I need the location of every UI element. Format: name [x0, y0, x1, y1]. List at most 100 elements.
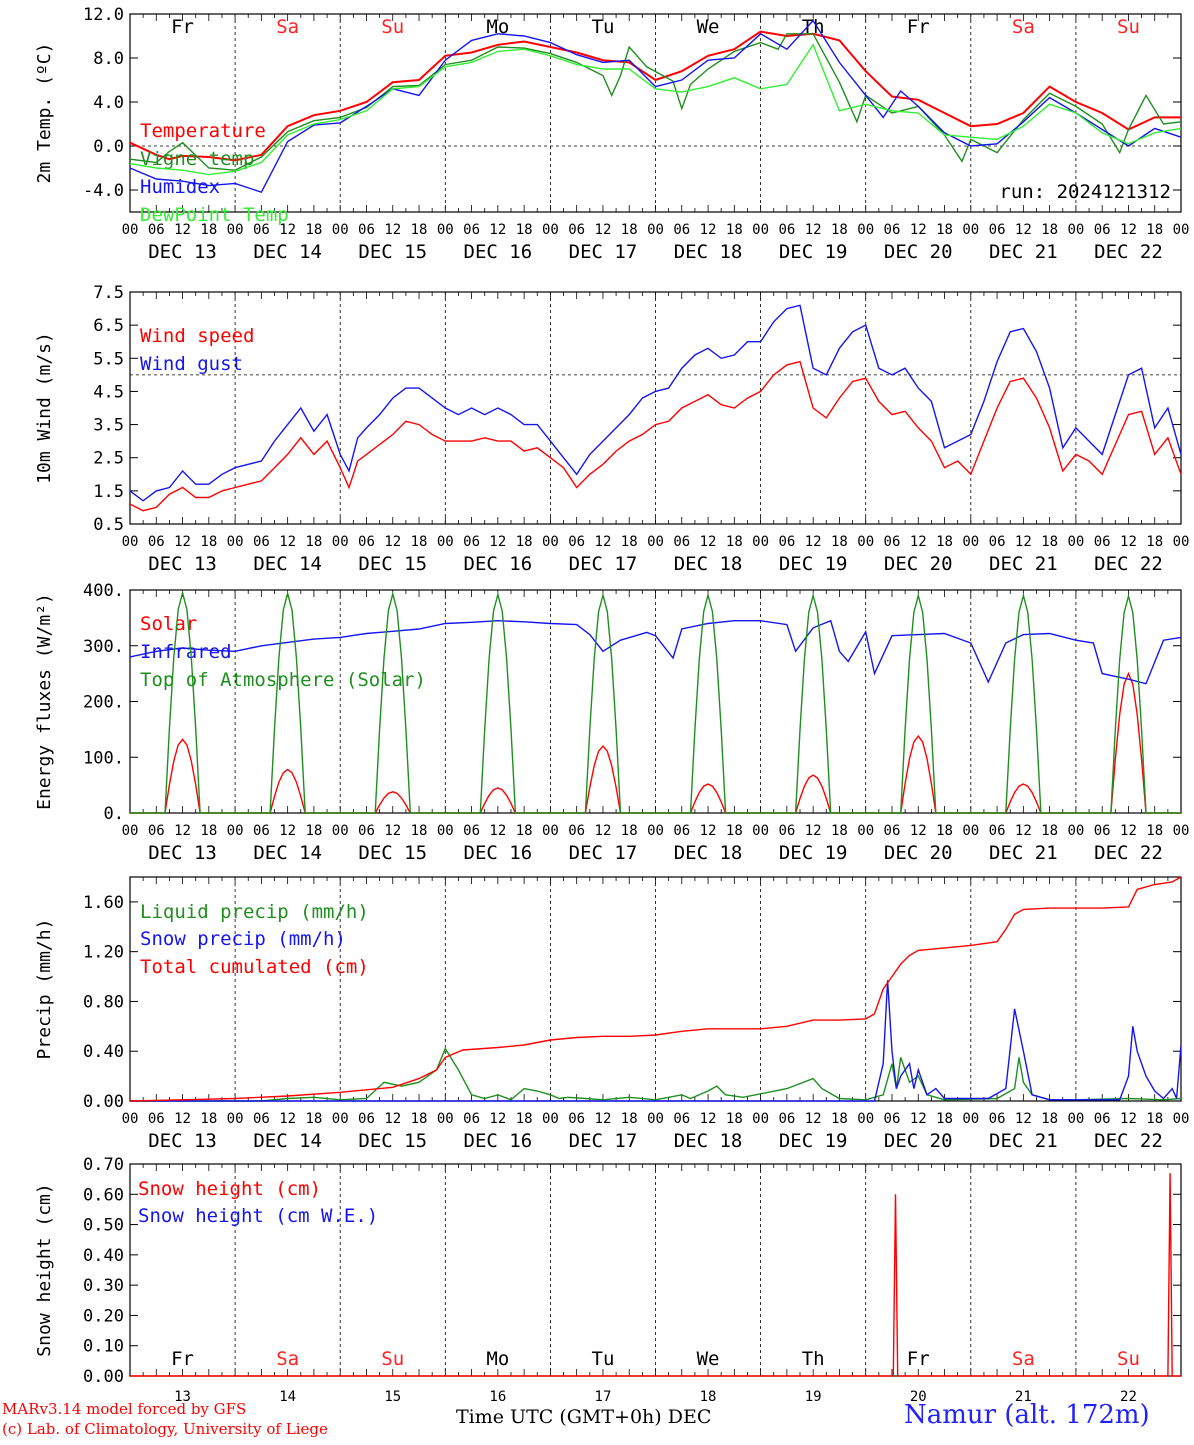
- hour-tick-label: 00: [122, 1111, 139, 1127]
- hour-tick-label: 12: [805, 1111, 822, 1127]
- hour-tick-label: 18: [411, 222, 428, 238]
- hour-tick-label: 00: [1173, 823, 1190, 839]
- hour-tick-label: 12: [384, 1111, 401, 1127]
- date-label: DEC 16: [464, 1130, 533, 1152]
- date-label: DEC 22: [1094, 842, 1163, 864]
- panel-1: 12.0 8.0 4.0 0.0 -4.0 2m Temp. (ºC) 00 06 12 18 DE…: [34, 5, 1189, 263]
- date-label: DEC 20: [884, 1130, 953, 1152]
- date-label: DEC 21: [989, 241, 1058, 263]
- hour-tick-label: 06: [358, 1111, 375, 1127]
- hour-tick-label: 00: [332, 534, 349, 550]
- y-tick-label: 5.5: [93, 349, 124, 369]
- series-line-3: [129, 19, 1182, 194]
- legend-entry: Liquid precip (mm/h): [140, 901, 369, 923]
- hour-tick-label: 18: [831, 823, 848, 839]
- series-line-1: [129, 360, 1182, 512]
- y-axis-label: Energy fluxes (W/m²): [34, 593, 55, 810]
- legend-entry: Vigne temp: [140, 148, 254, 170]
- hour-tick-label: 12: [279, 534, 296, 550]
- hour-tick-label: 06: [1094, 823, 1111, 839]
- weekday-label: Th: [802, 1348, 825, 1370]
- weekday-label: Mo: [486, 16, 509, 38]
- hour-tick-label: 18: [831, 1111, 848, 1127]
- date-label: DEC 18: [674, 553, 743, 575]
- hour-tick-label: 06: [673, 823, 690, 839]
- hour-tick-label: 06: [1094, 534, 1111, 550]
- hour-tick-label: 18: [516, 1111, 533, 1127]
- hour-tick-label: 00: [227, 222, 244, 238]
- hour-tick-label: 12: [489, 1111, 506, 1127]
- date-label: DEC 14: [253, 1130, 322, 1152]
- day-number-label: 14: [279, 1389, 296, 1405]
- day-number-label: 15: [384, 1389, 401, 1405]
- hour-tick-label: 12: [384, 222, 401, 238]
- y-tick-label: 0.80: [83, 992, 124, 1012]
- hour-tick-label: 00: [122, 222, 139, 238]
- legend-entry: Snow height (cm W.E.): [138, 1205, 378, 1227]
- date-label: DEC 16: [464, 842, 533, 864]
- date-label: DEC 21: [989, 842, 1058, 864]
- legend-entry: Infrared: [140, 641, 232, 663]
- y-tick-label: 1.60: [83, 893, 124, 913]
- y-tick-label: -4.0: [83, 181, 124, 201]
- hour-tick-label: 12: [595, 1111, 612, 1127]
- y-tick-label: 0.00: [83, 1367, 124, 1387]
- hour-tick-label: 12: [1015, 534, 1032, 550]
- date-label: DEC 15: [358, 842, 427, 864]
- hour-tick-label: 18: [200, 534, 217, 550]
- weekday-label: Fr: [907, 16, 930, 38]
- hour-tick-label: 00: [332, 222, 349, 238]
- date-label: DEC 19: [779, 553, 848, 575]
- hour-tick-label: 18: [936, 534, 953, 550]
- y-tick-label: 8.0: [93, 49, 124, 69]
- hour-tick-label: 18: [1041, 534, 1058, 550]
- hour-tick-label: 18: [831, 222, 848, 238]
- y-tick-label: 0.50: [83, 1216, 124, 1236]
- date-label: DEC 19: [779, 842, 848, 864]
- hour-tick-label: 18: [726, 222, 743, 238]
- hour-tick-label: 12: [1015, 222, 1032, 238]
- date-label: DEC 17: [569, 842, 638, 864]
- hour-tick-label: 06: [568, 1111, 585, 1127]
- hour-tick-label: 06: [884, 823, 901, 839]
- legend-entry: Top of Atmosphere (Solar): [140, 669, 426, 691]
- y-tick-label: 0.60: [83, 1185, 124, 1205]
- y-tick-label: 0.: [104, 804, 124, 824]
- hour-tick-label: 18: [621, 823, 638, 839]
- hour-tick-label: 12: [1120, 222, 1137, 238]
- hour-tick-label: 00: [437, 1111, 454, 1127]
- y-tick-label: 0.40: [83, 1042, 124, 1062]
- hour-tick-label: 06: [148, 1111, 165, 1127]
- hour-tick-label: 12: [595, 823, 612, 839]
- hour-tick-label: 06: [673, 1111, 690, 1127]
- hour-tick-label: 18: [1041, 823, 1058, 839]
- hour-tick-label: 18: [305, 222, 322, 238]
- day-number-label: 22: [1120, 1389, 1137, 1405]
- hour-tick-label: 18: [516, 823, 533, 839]
- hour-tick-label: 06: [989, 823, 1006, 839]
- date-label: DEC 22: [1094, 241, 1163, 263]
- y-tick-label: 1.5: [93, 482, 124, 502]
- hour-tick-label: 12: [910, 823, 927, 839]
- date-label: DEC 20: [884, 553, 953, 575]
- date-label: DEC 21: [989, 1130, 1058, 1152]
- hour-tick-label: 12: [279, 222, 296, 238]
- hour-tick-label: 06: [568, 222, 585, 238]
- date-label: DEC 15: [358, 241, 427, 263]
- y-axis-label: Precip (mm/h): [34, 919, 55, 1060]
- hour-tick-label: 06: [253, 534, 270, 550]
- hour-tick-label: 00: [647, 823, 664, 839]
- date-label: DEC 18: [674, 842, 743, 864]
- hour-tick-label: 00: [647, 534, 664, 550]
- hour-tick-label: 00: [122, 823, 139, 839]
- weekday-label: Th: [802, 16, 825, 38]
- hour-tick-label: 12: [489, 534, 506, 550]
- hour-tick-label: 12: [910, 534, 927, 550]
- hour-tick-label: 18: [305, 534, 322, 550]
- hour-tick-label: 12: [700, 534, 717, 550]
- weekday-label: Sa: [1012, 1348, 1035, 1370]
- hour-tick-label: 00: [227, 1111, 244, 1127]
- panel-2: 7.5 6.5 5.5 4.5 3.5 2.5 1.5 0.5 10m Wind (m/s) 00…: [34, 283, 1189, 575]
